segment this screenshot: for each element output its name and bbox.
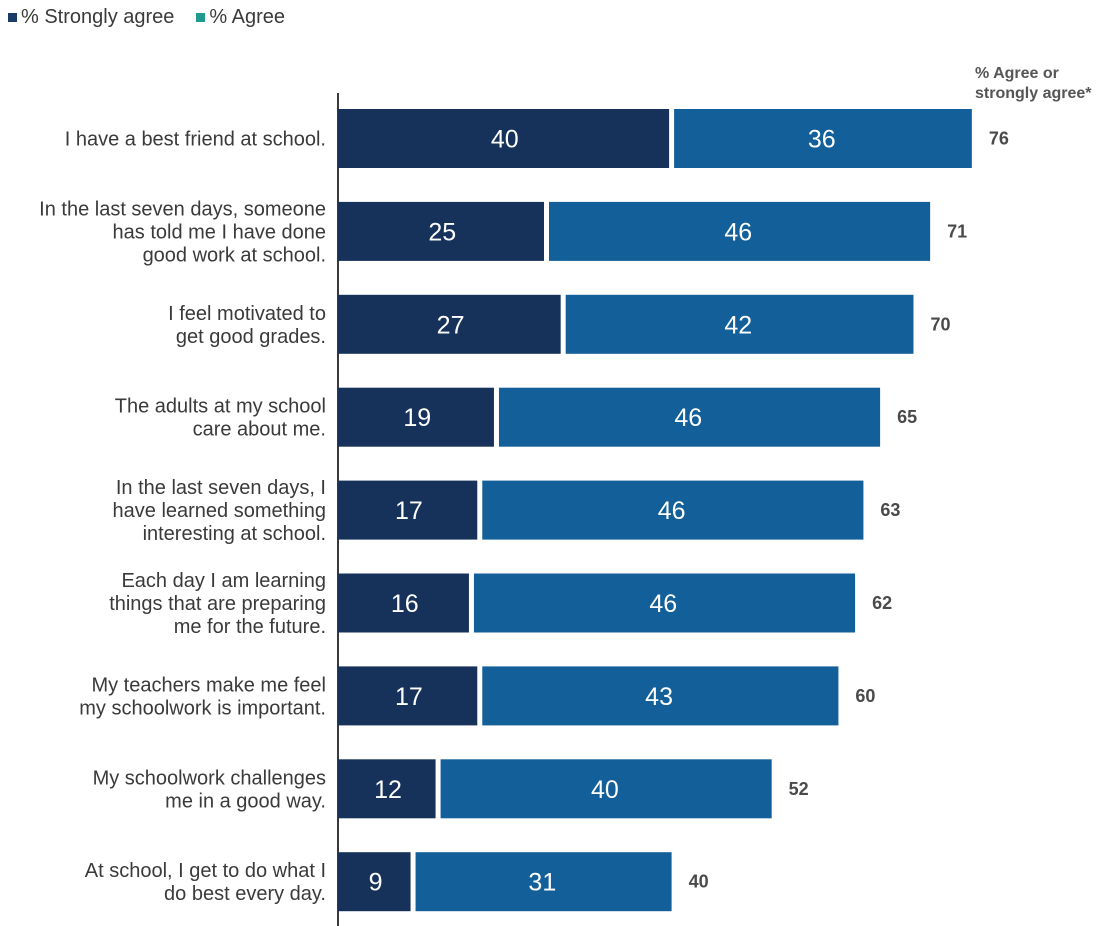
total-label: 52	[789, 779, 809, 799]
bar-strongly-agree	[338, 852, 411, 912]
bar-strongly-agree	[338, 573, 469, 633]
category-label: At school, I get to do what I	[85, 860, 326, 882]
bar-label-strongly-agree: 25	[428, 218, 456, 246]
bar-agree	[498, 387, 881, 447]
bar-strongly-agree	[338, 759, 436, 819]
bar-agree	[482, 666, 839, 726]
category-label: good work at school.	[143, 244, 326, 266]
bar-label-agree: 40	[591, 776, 619, 804]
bar-strongly-agree	[338, 201, 544, 261]
category-label: me for the future.	[174, 616, 326, 638]
bar-label-agree: 43	[645, 683, 673, 711]
total-label: 63	[880, 500, 900, 520]
bar-label-agree: 46	[649, 590, 677, 618]
bar-agree	[473, 573, 856, 633]
category-label: I have a best friend at school.	[65, 129, 326, 151]
category-label: care about me.	[193, 419, 326, 441]
total-label: 60	[855, 686, 875, 706]
bar-label-strongly-agree: 17	[395, 497, 423, 525]
bar-agree	[549, 201, 931, 261]
category-label: my schoolwork is important.	[79, 697, 326, 719]
bar-strongly-agree	[338, 109, 670, 168]
bar-strongly-agree	[338, 387, 494, 447]
category-label: My schoolwork challenges	[93, 767, 326, 789]
bar-agree	[565, 294, 914, 354]
bar-strongly-agree	[338, 666, 478, 726]
legend: % Strongly agree % Agree	[8, 6, 285, 29]
bar-label-agree: 46	[658, 497, 686, 525]
category-label: interesting at school.	[143, 523, 326, 545]
bar-label-strongly-agree: 12	[374, 776, 402, 804]
legend-item-strongly-agree: % Strongly agree	[8, 6, 174, 29]
total-label: 76	[989, 129, 1009, 149]
bar-strongly-agree	[338, 294, 561, 354]
category-label: In the last seven days, I	[116, 477, 326, 499]
category-label: Each day I am learning	[121, 570, 326, 592]
category-label: I feel motivated to	[168, 303, 326, 325]
bar-label-strongly-agree: 27	[437, 311, 465, 339]
bar-label-strongly-agree: 19	[403, 404, 431, 432]
legend-swatch-agree	[196, 13, 206, 22]
total-label: 62	[872, 593, 892, 613]
total-label: 71	[947, 221, 967, 241]
bar-label-agree: 31	[528, 869, 556, 897]
bar-label-strongly-agree: 16	[391, 590, 419, 618]
bar-strongly-agree	[338, 480, 478, 540]
bar-agree	[415, 852, 672, 912]
bar-label-strongly-agree: 40	[491, 126, 519, 154]
total-label: 40	[689, 872, 709, 892]
category-label: things that are preparing	[109, 593, 326, 615]
category-label: have learned something	[113, 500, 326, 522]
category-label: The adults at my school	[115, 396, 326, 418]
category-label: My teachers make me feel	[91, 674, 326, 696]
bar-label-strongly-agree: 17	[395, 683, 423, 711]
bar-agree	[440, 759, 772, 819]
category-label: get good grades.	[176, 326, 326, 348]
legend-swatch-strongly-agree	[8, 13, 17, 22]
total-label: 65	[897, 407, 917, 427]
total-label: 70	[930, 314, 950, 334]
legend-item-agree: % Agree	[196, 6, 285, 29]
bar-label-agree: 46	[724, 218, 752, 246]
bar-label-agree: 46	[674, 404, 702, 432]
total-header-line: % Agree or	[975, 65, 1059, 82]
bar-agree	[482, 480, 864, 540]
category-label: has told me I have done	[113, 221, 326, 243]
bar-agree	[674, 109, 972, 168]
category-label: do best every day.	[164, 883, 326, 905]
bar-label-agree: 42	[724, 311, 752, 339]
category-label: me in a good way.	[165, 790, 326, 812]
bar-label-strongly-agree: 9	[369, 869, 383, 897]
bar-label-agree: 36	[808, 126, 836, 154]
category-label: In the last seven days, someone	[39, 198, 326, 220]
legend-label-agree: % Agree	[209, 6, 286, 28]
legend-label-strongly-agree: % Strongly agree	[21, 6, 175, 28]
total-header-line: strongly agree*	[975, 85, 1092, 102]
